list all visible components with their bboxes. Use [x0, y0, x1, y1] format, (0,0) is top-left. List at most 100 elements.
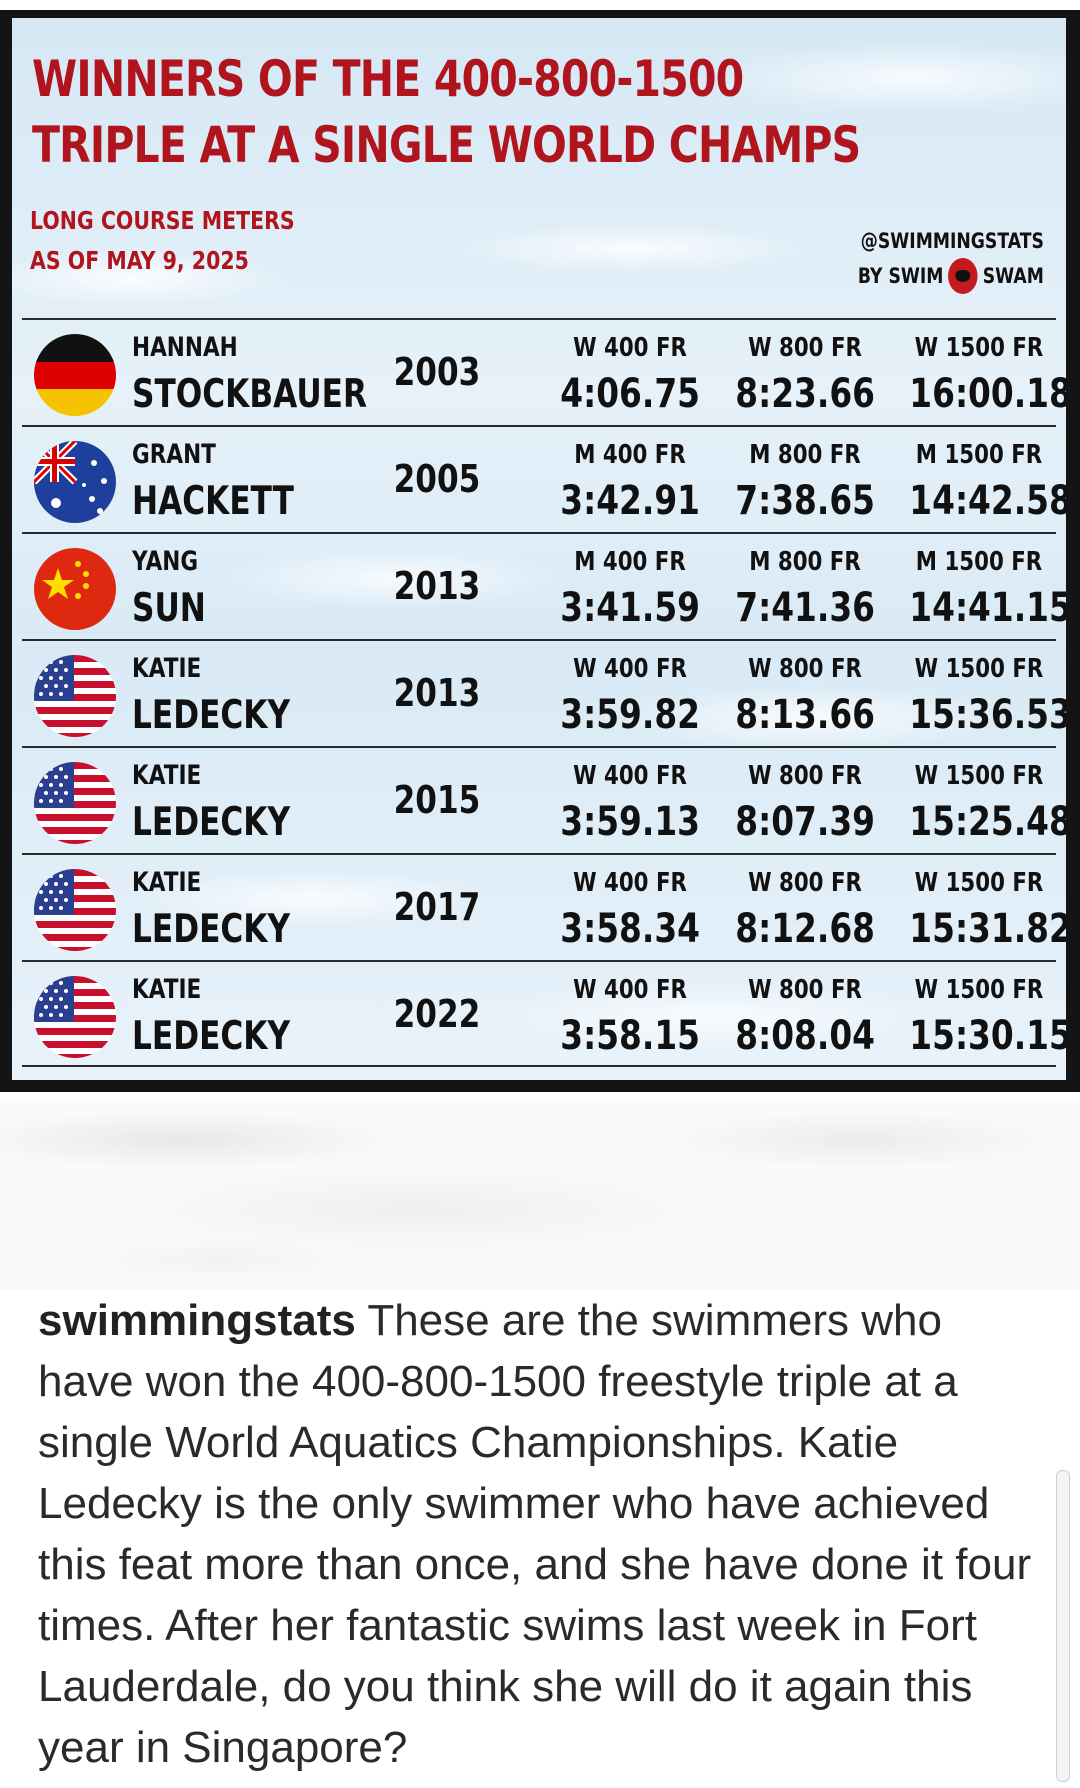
event-result: M 400 FR 3:41.59: [560, 544, 700, 636]
china-flag-icon: [34, 548, 116, 630]
winner-row: KATIE LEDECKY 2017 W 400 FR 3:58.34 W 800 FR 8…: [22, 853, 1066, 960]
event-time: 8:13.66: [735, 692, 875, 738]
caption-username[interactable]: swimmingstats: [38, 1296, 356, 1345]
event-label: W 400 FR: [573, 654, 687, 684]
event-label: M 800 FR: [749, 440, 861, 470]
event-time: 7:38.65: [735, 478, 875, 524]
caption-text: These are the swimmers who have won the …: [38, 1296, 1032, 1772]
event-label: M 1500 FR: [915, 547, 1043, 577]
germany-flag-icon: [34, 334, 116, 416]
event-time: 8:12.68: [735, 906, 875, 952]
event-time: 8:07.39: [735, 799, 875, 845]
event-label: M 1500 FR: [915, 440, 1043, 470]
event-time: 3:41.59: [560, 585, 700, 631]
graphic-background: WINNERS OF THE 400-800-1500 TRIPLE AT A …: [12, 18, 1066, 1080]
event-result: W 400 FR 4:06.75: [560, 330, 700, 422]
event-time: 3:59.13: [560, 799, 700, 845]
swimmer-first-name: KATIE: [132, 867, 202, 898]
usa-flag-icon: [34, 869, 116, 951]
graphic-subtitle: LONG COURSE METERS AS OF MAY 9, 2025: [30, 201, 295, 281]
event-result: W 400 FR 3:58.34: [560, 865, 700, 957]
blurred-region: [0, 1100, 1080, 1290]
swimmer-first-name: KATIE: [132, 974, 202, 1005]
event-time: 3:59.82: [560, 692, 700, 738]
event-label: W 1500 FR: [914, 868, 1044, 898]
graphic-credit: @SWIMMINGSTATS BY SWIM SWAM: [858, 224, 1044, 294]
event-label: W 400 FR: [573, 868, 687, 898]
event-result: M 1500 FR 14:41.15: [909, 544, 1066, 636]
event-result: W 400 FR 3:59.82: [560, 651, 700, 743]
championship-year: 2022: [393, 992, 481, 1036]
swimmer-last-name: LEDECKY: [132, 907, 291, 952]
event-result: W 1500 FR 15:36.53: [909, 651, 1066, 743]
swimmer-last-name: LEDECKY: [132, 1014, 291, 1059]
event-time: 16:00.18: [909, 371, 1066, 417]
event-label: W 1500 FR: [914, 761, 1044, 791]
swimmer-first-name: HANNAH: [132, 332, 238, 363]
event-label: W 400 FR: [573, 333, 687, 363]
event-result: W 1500 FR 15:31.82: [909, 865, 1066, 957]
credit-handle: @SWIMMINGSTATS: [860, 229, 1044, 253]
event-result: W 800 FR 8:12.68: [735, 865, 875, 957]
winner-row: KATIE LEDECKY 2013 W 400 FR 3:59.82 W 800 FR 8…: [22, 639, 1066, 746]
swimmer-first-name: KATIE: [132, 653, 202, 684]
swimmer-last-name: STOCKBAUER: [132, 372, 367, 417]
credit-brand: SWAM: [982, 264, 1044, 288]
event-result: W 800 FR 8:13.66: [735, 651, 875, 743]
winner-row: KATIE LEDECKY 2022 W 400 FR 3:58.15 W 800 FR 8…: [22, 960, 1066, 1067]
post-image[interactable]: WINNERS OF THE 400-800-1500 TRIPLE AT A …: [0, 10, 1080, 1092]
event-time: 14:41.15: [909, 585, 1066, 631]
championship-year: 2013: [393, 564, 481, 608]
swimmer-last-name: LEDECKY: [132, 800, 291, 845]
swimswam-logo-icon: [948, 258, 978, 294]
event-result: W 800 FR 8:23.66: [735, 330, 875, 422]
event-label: W 800 FR: [748, 654, 862, 684]
event-time: 7:41.36: [735, 585, 875, 631]
event-result: M 800 FR 7:41.36: [735, 544, 875, 636]
winner-row: GRANT HACKETT 2005 M 400 FR 3:42.91 M 800 FR 7…: [22, 425, 1066, 532]
subtitle-line2: AS OF MAY 9, 2025: [30, 246, 249, 275]
post-caption: swimmingstats These are the swimmers who…: [38, 1290, 1048, 1778]
event-label: M 400 FR: [574, 547, 686, 577]
event-result: W 1500 FR 15:30.15: [909, 972, 1066, 1064]
event-result: W 1500 FR 16:00.18: [909, 330, 1066, 422]
winner-row: KATIE LEDECKY 2015 W 400 FR 3:59.13 W 800 FR 8…: [22, 746, 1066, 853]
scrollbar[interactable]: [1056, 1470, 1070, 1782]
winners-table: HANNAH STOCKBAUER 2003 W 400 FR 4:06.75 W 800…: [22, 318, 1066, 1067]
event-label: W 800 FR: [748, 975, 862, 1005]
event-result: M 400 FR 3:42.91: [560, 437, 700, 529]
event-time: 15:31.82: [909, 906, 1066, 952]
event-time: 8:23.66: [735, 371, 875, 417]
event-time: 15:30.15: [909, 1013, 1066, 1059]
event-label: M 800 FR: [749, 547, 861, 577]
swimmer-first-name: GRANT: [132, 439, 216, 470]
usa-flag-icon: [34, 976, 116, 1058]
winner-row: HANNAH STOCKBAUER 2003 W 400 FR 4:06.75 W 800…: [22, 318, 1066, 425]
championship-year: 2013: [393, 671, 481, 715]
winner-row: YANG SUN 2013 M 400 FR 3:41.59 M 800 FR 7:41.3…: [22, 532, 1066, 639]
event-time: 3:58.15: [560, 1013, 700, 1059]
championship-year: 2003: [393, 350, 481, 394]
event-result: W 1500 FR 15:25.48: [909, 758, 1066, 850]
event-label: W 800 FR: [748, 333, 862, 363]
event-time: 14:42.58: [909, 478, 1066, 524]
graphic-title-line1: WINNERS OF THE 400-800-1500: [32, 50, 744, 108]
event-time: 3:42.91: [560, 478, 700, 524]
event-time: 8:08.04: [735, 1013, 875, 1059]
event-label: W 800 FR: [748, 868, 862, 898]
event-result: M 800 FR 7:38.65: [735, 437, 875, 529]
event-label: W 400 FR: [573, 761, 687, 791]
swimmer-last-name: HACKETT: [132, 479, 294, 524]
event-label: W 1500 FR: [914, 333, 1044, 363]
championship-year: 2017: [393, 885, 481, 929]
event-result: W 400 FR 3:58.15: [560, 972, 700, 1064]
championship-year: 2015: [393, 778, 481, 822]
event-label: W 400 FR: [573, 975, 687, 1005]
event-label: W 800 FR: [748, 761, 862, 791]
swimmer-first-name: YANG: [132, 546, 199, 577]
graphic-title-line2: TRIPLE AT A SINGLE WORLD CHAMPS: [32, 116, 861, 174]
swimmer-last-name: LEDECKY: [132, 693, 291, 738]
event-time: 15:36.53: [909, 692, 1066, 738]
australia-flag-icon: [34, 441, 116, 523]
event-label: W 1500 FR: [914, 654, 1044, 684]
